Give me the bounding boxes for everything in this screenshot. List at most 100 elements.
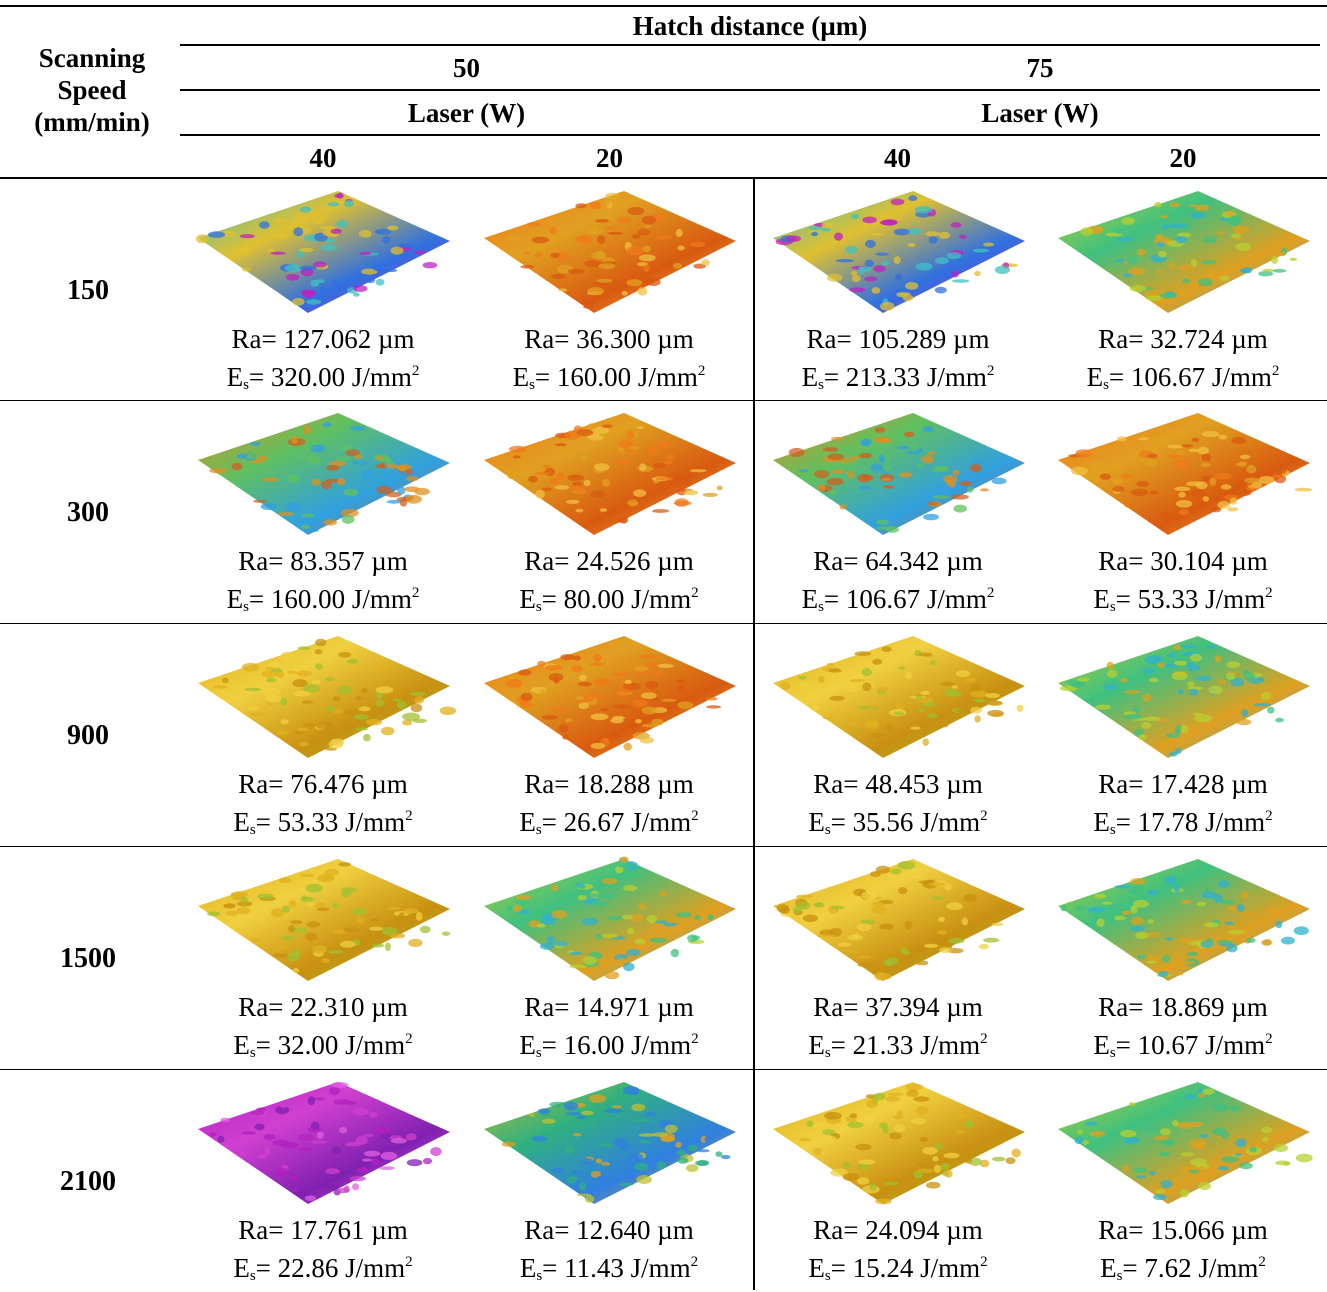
surface-texture-mark bbox=[1275, 1160, 1291, 1166]
surface-texture-mark bbox=[234, 247, 252, 256]
energy-symbol: E bbox=[233, 807, 250, 837]
surface-texture-mark bbox=[637, 228, 650, 236]
surface-texture-mark bbox=[604, 971, 620, 980]
surface-texture-mark bbox=[419, 925, 431, 934]
surface-texture-mark bbox=[1216, 939, 1233, 945]
surface-texture-mark bbox=[591, 252, 605, 259]
energy-unit-exponent: 2 bbox=[411, 585, 420, 601]
surface-texture-mark bbox=[242, 243, 254, 248]
surface-texture-mark bbox=[371, 918, 379, 922]
surface-texture-mark bbox=[311, 679, 321, 685]
surface-texture-mark bbox=[1279, 466, 1287, 474]
surface-texture-mark bbox=[826, 477, 844, 486]
surface-texture-mark bbox=[871, 287, 881, 294]
surface-texture-mark bbox=[559, 449, 572, 455]
energy-symbol: E bbox=[808, 1253, 825, 1283]
surface-texture-mark bbox=[271, 908, 285, 918]
energy-unit-exponent: 2 bbox=[697, 363, 706, 379]
surface-texture-mark bbox=[564, 718, 573, 723]
surface-texture-mark bbox=[504, 235, 522, 241]
surface-texture-mark bbox=[872, 706, 879, 710]
surface-texture-mark bbox=[299, 206, 312, 213]
scanning-speed-label: 2100 bbox=[60, 1166, 116, 1197]
surface-texture-mark bbox=[894, 273, 903, 282]
surface-texture-mark bbox=[613, 460, 631, 464]
surface-texture-mark bbox=[677, 1149, 686, 1157]
surface-texture-mark bbox=[408, 938, 423, 948]
surface-texture-mark bbox=[640, 736, 654, 744]
surface-texture-mark bbox=[1156, 270, 1166, 274]
surface-texture-mark bbox=[1238, 1162, 1253, 1170]
surface-texture-mark bbox=[931, 896, 943, 900]
surface-texture-mark bbox=[325, 1168, 340, 1175]
hatch-value-75: 75 bbox=[1026, 53, 1054, 83]
surface-texture-mark bbox=[549, 1101, 567, 1107]
surface-texture-mark bbox=[862, 682, 872, 691]
energy-density-value: Es= 320.00 J/mm2 bbox=[180, 355, 466, 401]
surface-texture-mark bbox=[1117, 436, 1127, 442]
surface-texture-mark bbox=[623, 874, 638, 878]
surface-texture-mark bbox=[933, 465, 951, 470]
surface-texture-mark bbox=[1095, 704, 1111, 710]
surface-texture-mark bbox=[321, 1184, 339, 1190]
surface-texture-mark bbox=[375, 699, 385, 707]
surface-texture-mark bbox=[1214, 654, 1222, 663]
surface-texture-mark bbox=[913, 1096, 930, 1102]
surface-texture-mark bbox=[1189, 1121, 1203, 1127]
surface-texture-mark bbox=[236, 907, 251, 915]
surface-texture-mark bbox=[837, 445, 854, 453]
surface-texture-mark bbox=[380, 726, 395, 736]
surface-texture-mark bbox=[861, 668, 873, 677]
energy-density-value: Es= 35.56 J/mm2 bbox=[755, 800, 1041, 846]
surface-texture-mark bbox=[677, 1157, 689, 1164]
surface-texture-mark bbox=[1157, 662, 1166, 668]
surface-texture-mark bbox=[537, 660, 546, 667]
energy-density-value: Es= 53.33 J/mm2 bbox=[1040, 577, 1326, 623]
surface-texture-mark bbox=[1107, 1132, 1118, 1138]
surface-texture-mark bbox=[1099, 473, 1111, 480]
surface-texture-mark bbox=[827, 273, 843, 282]
surface-texture-mark bbox=[894, 711, 905, 716]
surface-topography-image bbox=[484, 191, 736, 313]
surface-texture-mark bbox=[573, 655, 581, 661]
surface-texture-mark bbox=[808, 226, 823, 230]
surface-texture-mark bbox=[1130, 878, 1146, 885]
surface-plate bbox=[484, 413, 736, 535]
energy-unit-exponent: 2 bbox=[1258, 1254, 1266, 1270]
surface-texture-mark bbox=[1197, 446, 1210, 455]
surface-texture-mark bbox=[645, 680, 659, 690]
surface-texture-mark bbox=[628, 1153, 644, 1162]
surface-texture-mark bbox=[706, 705, 722, 709]
surface-texture-mark bbox=[441, 931, 451, 936]
surface-plate bbox=[1058, 1082, 1310, 1204]
surface-texture-mark bbox=[274, 231, 289, 240]
surface-texture-mark bbox=[601, 933, 619, 938]
surface-texture-mark bbox=[271, 660, 280, 669]
surface-texture-mark bbox=[1149, 490, 1158, 495]
surface-texture-mark bbox=[828, 683, 841, 688]
surface-texture-mark bbox=[341, 508, 359, 518]
surface-texture-mark bbox=[1194, 714, 1213, 723]
surface-texture-mark bbox=[402, 712, 420, 721]
surface-texture-mark bbox=[897, 860, 916, 870]
roughness-value: Ra= 105.289 µm bbox=[806, 324, 990, 354]
surface-texture-mark bbox=[859, 433, 873, 439]
surface-texture-mark bbox=[1214, 472, 1232, 480]
result-cell: Ra= 14.971 µm Es= 16.00 J/mm2 bbox=[466, 851, 752, 1069]
surface-texture-mark bbox=[531, 236, 549, 244]
energy-density-value: Es= 10.67 J/mm2 bbox=[1040, 1023, 1326, 1069]
surface-texture-mark bbox=[334, 193, 343, 199]
surface-texture-mark bbox=[1124, 690, 1141, 694]
surface-texture-mark bbox=[387, 906, 402, 910]
surface-texture-mark bbox=[560, 654, 575, 661]
surface-texture-mark bbox=[338, 445, 353, 451]
surface-texture-mark bbox=[344, 200, 354, 208]
surface-texture-mark bbox=[352, 1183, 360, 1191]
surface-texture-mark bbox=[239, 1151, 247, 1157]
surface-texture-mark bbox=[356, 916, 365, 924]
surface-texture-mark bbox=[271, 668, 283, 673]
surface-texture-mark bbox=[291, 1188, 299, 1192]
surface-texture-mark bbox=[363, 1150, 381, 1157]
surface-texture-mark bbox=[583, 1158, 594, 1166]
surface-texture-mark bbox=[915, 695, 923, 700]
